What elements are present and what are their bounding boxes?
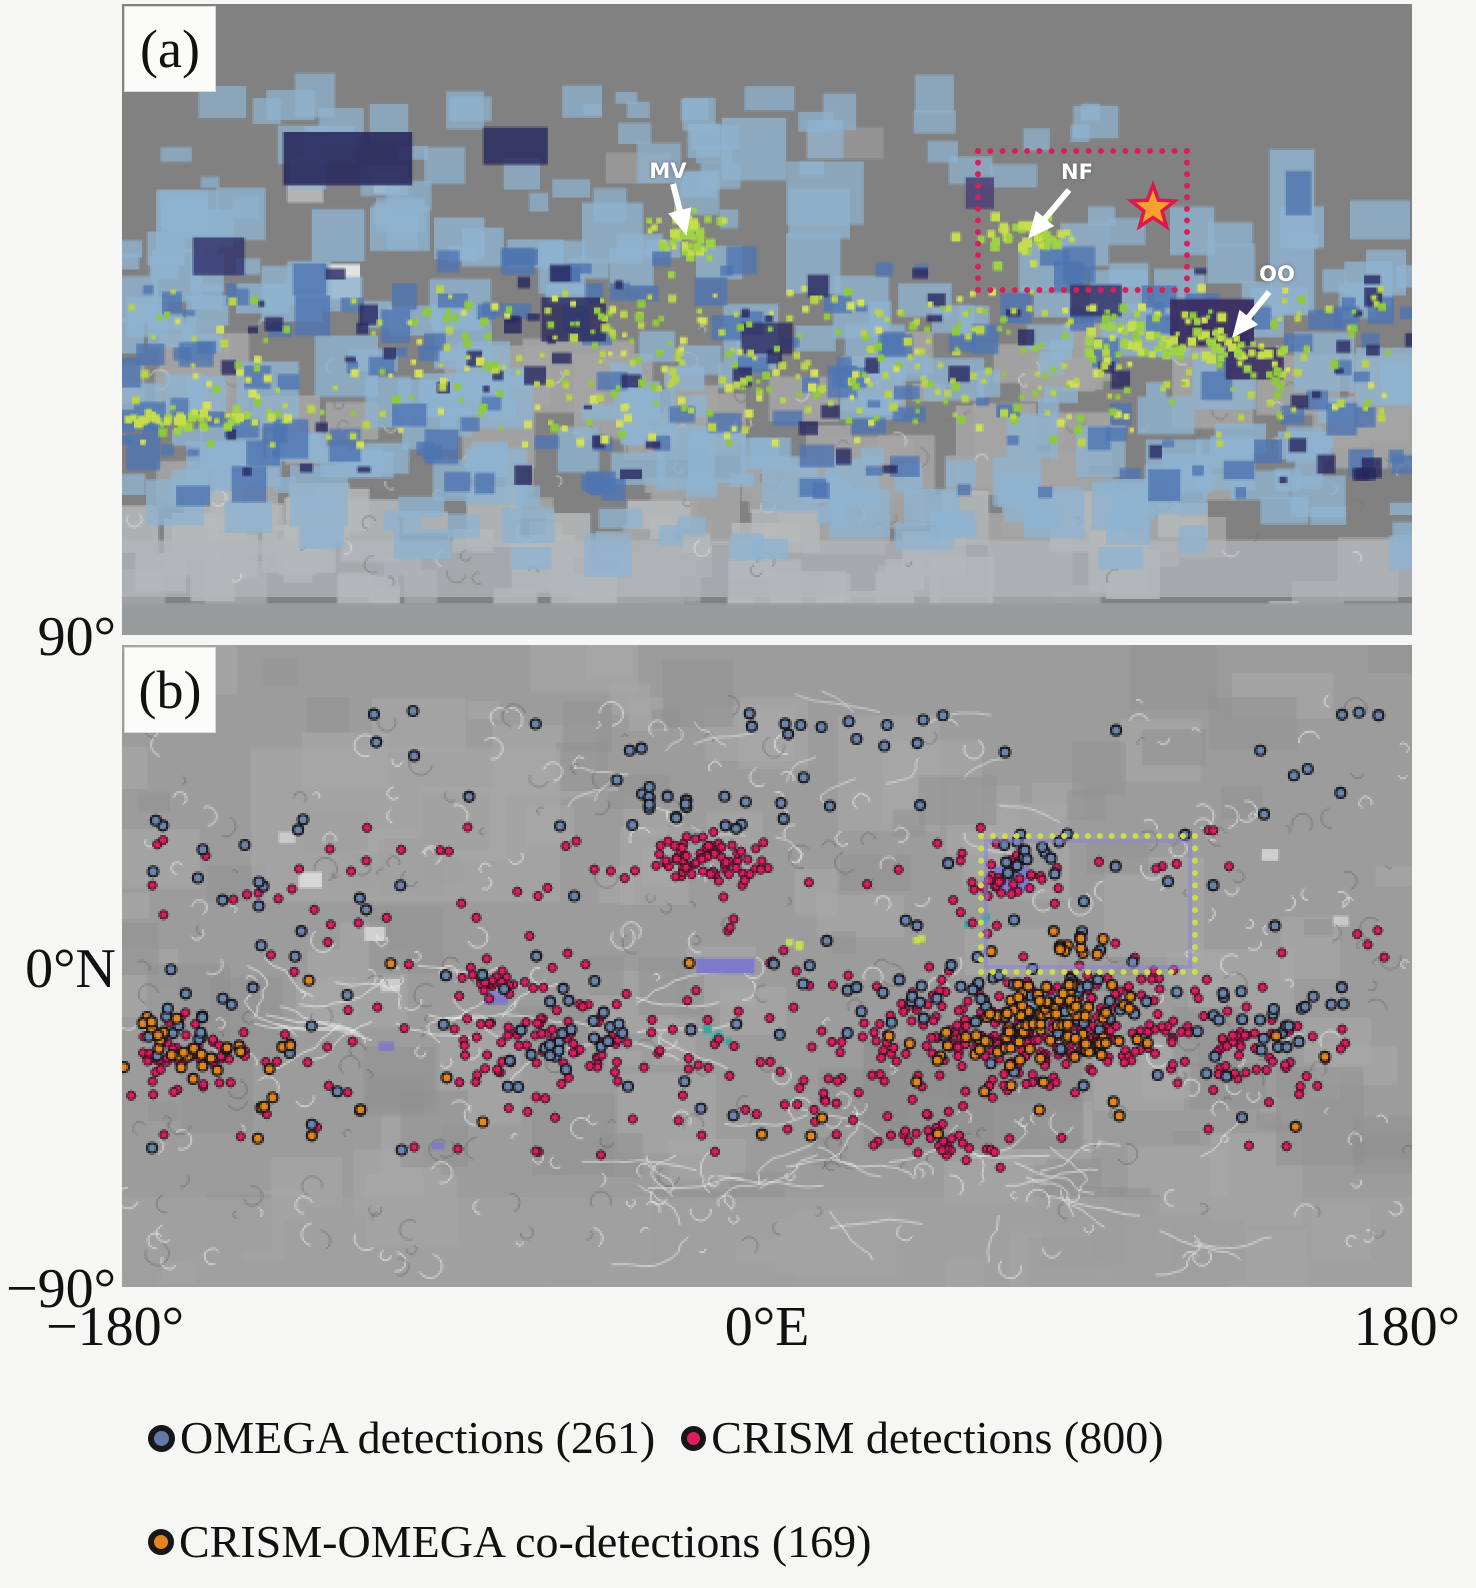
legend-label-omega: OMEGA detections (261)	[180, 1412, 656, 1463]
panel-a-label-box: (a)	[124, 6, 216, 92]
legend-row-1: OMEGA detections (261) CRISM detections …	[148, 1412, 1164, 1465]
legend-row-2: CRISM-OMEGA co-detections (169)	[148, 1516, 871, 1569]
crism-detection-marker-icon	[681, 1425, 707, 1451]
annotation-arrow-nf-icon	[1028, 188, 1072, 239]
panel-b-label: (b)	[138, 660, 202, 720]
lat-axis-label-minus90: −90°	[6, 1258, 116, 1320]
annotation-label-nili-fossae: NF	[1061, 160, 1093, 184]
co-detection-marker-icon	[148, 1529, 174, 1556]
panel-a-annotation-overlay	[668, 179, 1272, 338]
legend-label-crism: CRISM detections (800)	[711, 1412, 1164, 1463]
legend-item-omega: OMEGA detections (261)	[148, 1412, 655, 1465]
detection-roi-box	[978, 833, 1198, 975]
panel-a-hydration-map: (a) MV NF OO	[122, 4, 1412, 635]
legend-item-co-detections: CRISM-OMEGA co-detections (169)	[148, 1516, 871, 1569]
annotation-label-oo: OO	[1259, 262, 1295, 286]
legend-label-co-detections: CRISM-OMEGA co-detections (169)	[179, 1516, 872, 1567]
annotation-arrow-mv-icon	[668, 183, 692, 236]
panel-b-detections-map: (b)	[122, 645, 1412, 1287]
annotation-label-mawrth-vallis: MV	[649, 159, 687, 183]
panel-a-label: (a)	[140, 19, 200, 79]
lat-axis-label-0n: 0°N	[25, 938, 116, 1000]
panel-b-label-box: (b)	[124, 647, 216, 733]
landing-site-star-icon	[1126, 179, 1180, 231]
omega-detection-marker-icon	[148, 1424, 175, 1452]
lon-axis-label-minus180: −180°	[46, 1296, 184, 1358]
study-region-roi-box	[975, 148, 1190, 293]
legend-item-crism: CRISM detections (800)	[681, 1412, 1164, 1465]
annotation-arrow-oo-icon	[1232, 290, 1272, 338]
mars-hydration-map-canvas	[122, 4, 1412, 635]
lon-axis-label-180: 180°	[1353, 1296, 1460, 1358]
lat-axis-label-90: 90°	[37, 606, 116, 668]
mars-relief-detections-canvas	[122, 645, 1412, 1287]
lon-axis-label-0e: 0°E	[724, 1296, 810, 1358]
